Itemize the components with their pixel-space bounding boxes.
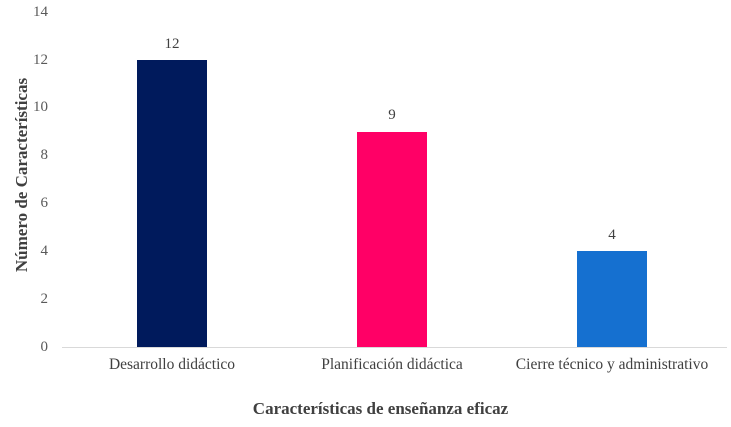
y-tick: 8 bbox=[40, 147, 49, 163]
data-label: 12 bbox=[164, 36, 180, 52]
y-axis-title: Número de Características bbox=[12, 77, 31, 273]
x-category-label: Desarrollo didáctico bbox=[108, 356, 236, 373]
y-tick: 0 bbox=[40, 339, 49, 355]
y-tick: 14 bbox=[33, 4, 48, 20]
y-tick: 6 bbox=[40, 195, 49, 211]
y-tick: 4 bbox=[40, 243, 49, 259]
y-tick: 2 bbox=[40, 291, 49, 307]
x-axis-line bbox=[62, 347, 727, 348]
y-tick: 10 bbox=[33, 99, 48, 115]
x-category-label: Planificación didáctica bbox=[321, 356, 463, 373]
bar-desarrollo-didactico bbox=[137, 60, 207, 347]
y-tick: 12 bbox=[33, 52, 48, 68]
data-label: 9 bbox=[388, 107, 396, 123]
data-label: 4 bbox=[608, 227, 616, 243]
bar-planificacion-didactica bbox=[357, 132, 427, 347]
x-category-label: Cierre técnico y administrativo bbox=[515, 356, 709, 373]
x-axis-title: Características de enseñanza eficaz bbox=[252, 399, 509, 418]
bar-cierre-tecnico bbox=[577, 251, 647, 347]
